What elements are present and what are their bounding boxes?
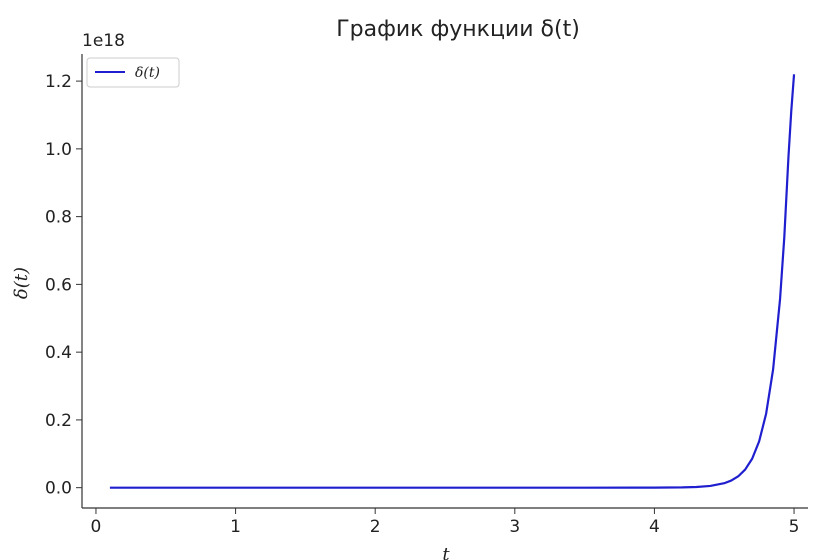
y-tick-label: 0.2	[45, 411, 72, 431]
y-axis-ticks: 0.0 0.2 0.4 0.6 0.8 1.0 1.2	[45, 72, 82, 499]
y-tick-label: 0.8	[45, 208, 72, 228]
legend-box	[86, 57, 180, 88]
x-tick-label: 2	[370, 517, 381, 537]
legend: δ(t)	[86, 57, 180, 88]
y-tick-label: 0.6	[45, 275, 72, 295]
x-tick-label: 3	[509, 517, 520, 537]
y-tick-label: 0.4	[45, 343, 72, 363]
y-axis-offset-label: 1e18	[82, 31, 125, 51]
x-axis-label: t	[442, 544, 450, 560]
legend-label: δ(t)	[135, 65, 160, 81]
x-tick-label: 1	[230, 517, 241, 537]
x-axis-ticks: 0 1 2 3 4 5	[91, 508, 800, 537]
x-tick-label: 0	[91, 517, 102, 537]
y-axis-label: δ(t)	[11, 267, 32, 299]
y-tick-label: 1.0	[45, 140, 72, 160]
series-layer	[109, 74, 796, 489]
y-tick-label: 0.0	[45, 479, 72, 499]
chart-title: График функции δ(t)	[336, 17, 580, 42]
y-tick-label: 1.2	[45, 72, 72, 92]
x-tick-label: 4	[649, 517, 660, 537]
series-line-0	[109, 74, 796, 489]
x-tick-label: 5	[789, 517, 800, 537]
